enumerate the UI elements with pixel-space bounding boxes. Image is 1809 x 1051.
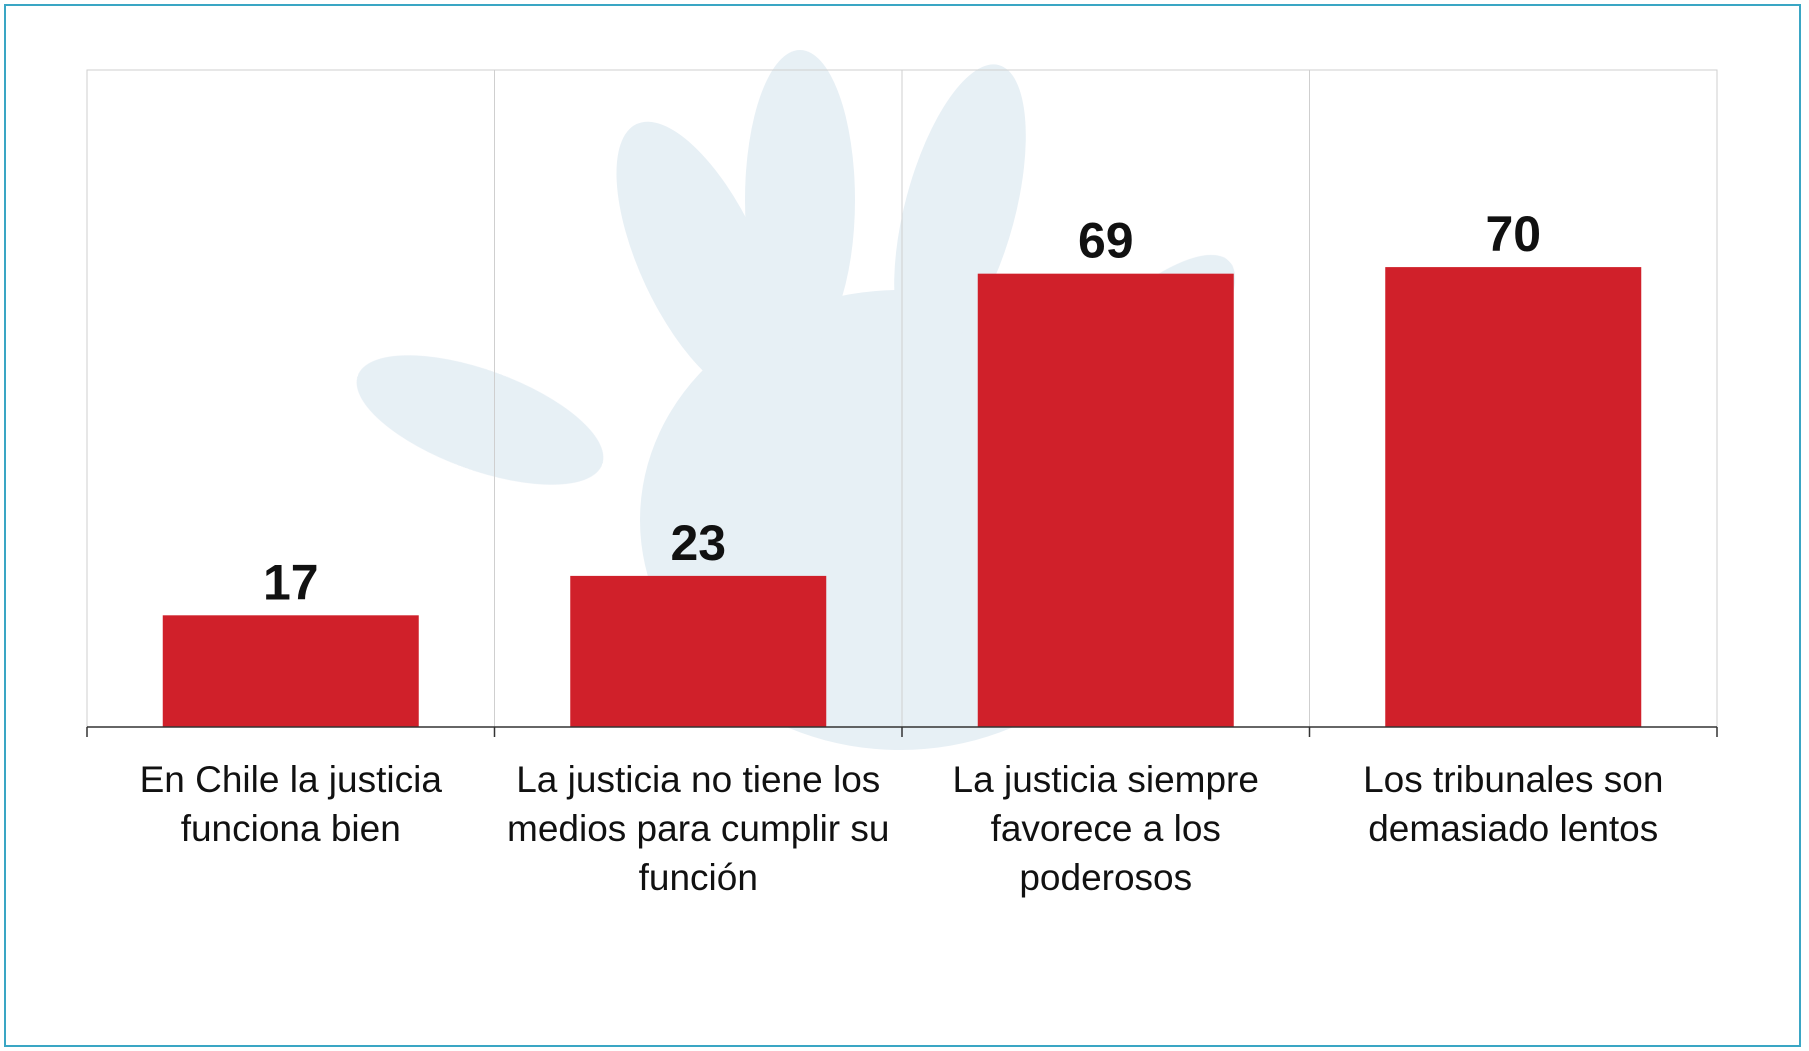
x-tick-label: Los tribunales son demasiado lentos	[1363, 759, 1664, 849]
value-label: 17	[263, 554, 319, 610]
value-label: 70	[1485, 206, 1541, 262]
value-label: 23	[670, 515, 726, 571]
bar	[570, 575, 827, 727]
bar	[977, 273, 1234, 727]
value-label: 69	[1078, 213, 1134, 269]
x-tick-label: La justicia siempre favorece a los poder…	[952, 759, 1259, 898]
bar	[1385, 267, 1642, 727]
x-tick-label: En Chile la justicia funciona bien	[139, 759, 442, 849]
frame	[4, 4, 1801, 1047]
bar	[162, 615, 419, 727]
x-tick-label: La justicia no tiene los medios para cum…	[507, 759, 890, 898]
